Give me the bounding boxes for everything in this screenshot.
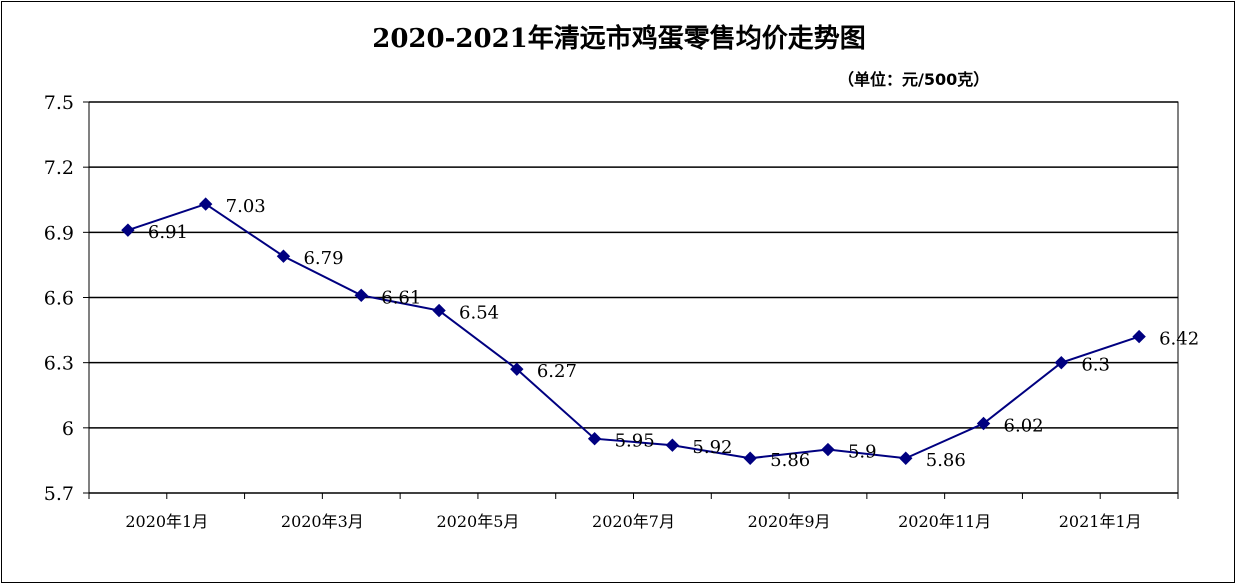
series-polyline <box>127 202 1140 460</box>
data-point-marker <box>1054 355 1069 370</box>
data-label: 5.9 <box>848 442 877 463</box>
data-point-marker <box>432 303 446 318</box>
data-label: 7.03 <box>226 196 266 217</box>
x-tick-label: 2020年11月 <box>898 512 991 531</box>
data-label: 6.42 <box>1159 329 1199 350</box>
x-tick-label: 2021年1月 <box>1059 512 1142 531</box>
y-tick-label: 7.2 <box>44 157 74 179</box>
data-label: 6.91 <box>148 222 188 243</box>
data-point-marker <box>899 451 913 465</box>
data-label: 6.54 <box>459 303 499 324</box>
data-point-marker <box>276 249 291 263</box>
data-point-marker <box>976 416 991 431</box>
x-tick-label: 2020年9月 <box>748 512 831 531</box>
data-label: 5.92 <box>692 437 732 458</box>
data-label: 6.79 <box>303 248 343 269</box>
data-label: 5.95 <box>615 431 655 452</box>
y-tick-label: 7.5 <box>44 92 74 114</box>
y-axis-tick-labels: 7.5 7.2 6.9 6.6 6.3 6 5.7 <box>44 92 74 505</box>
gridlines <box>89 101 1178 429</box>
data-points <box>121 197 1146 465</box>
data-point-marker <box>510 362 524 376</box>
data-point-marker <box>1132 329 1146 344</box>
data-point-marker <box>821 442 835 457</box>
x-tick-label: 2020年3月 <box>281 512 364 531</box>
y-tick-label: 6.9 <box>44 222 74 244</box>
data-labels: 6.91 7.03 6.79 6.61 6.54 6.27 5.95 5.92 5.86 5.9 5… <box>148 196 1199 471</box>
data-point-marker <box>743 451 757 465</box>
data-point-marker <box>198 197 213 211</box>
data-label: 5.86 <box>926 450 966 471</box>
x-tick-label: 2020年1月 <box>125 512 208 531</box>
x-axis-tick-labels: 2020年1月 2020年3月 2020年5月 2020年7月 2020年9月 2020年… <box>125 512 1141 531</box>
data-label: 5.86 <box>770 450 810 471</box>
data-point-marker <box>587 431 602 446</box>
x-tick-label: 2020年7月 <box>592 512 675 531</box>
x-tick-label: 2020年5月 <box>436 512 519 531</box>
data-label: 6.27 <box>537 361 577 382</box>
axes <box>83 101 1179 499</box>
y-tick-label: 6.3 <box>44 353 74 375</box>
data-point-marker <box>121 223 135 237</box>
y-tick-label: 6 <box>62 418 74 440</box>
unit-label: （单位：元/500克） <box>838 70 990 89</box>
data-point-marker <box>354 288 368 303</box>
data-label: 6.61 <box>381 287 421 308</box>
data-label: 6.02 <box>1004 415 1044 436</box>
chart-title: 2020-2021年清远市鸡蛋零售均价走势图 <box>372 24 866 54</box>
y-tick-label: 6.6 <box>44 288 74 310</box>
series-line <box>127 202 1140 460</box>
y-tick-label: 5.7 <box>44 483 74 505</box>
data-label: 6.3 <box>1081 355 1110 376</box>
data-point-marker <box>665 438 680 452</box>
